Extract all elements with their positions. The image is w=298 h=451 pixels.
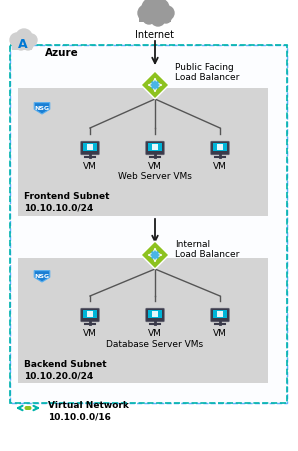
Circle shape (151, 81, 159, 89)
FancyBboxPatch shape (83, 310, 97, 318)
Text: VM: VM (83, 329, 97, 338)
FancyBboxPatch shape (213, 310, 227, 318)
FancyBboxPatch shape (211, 308, 229, 322)
FancyBboxPatch shape (87, 311, 93, 317)
Circle shape (23, 40, 33, 50)
FancyBboxPatch shape (148, 143, 162, 151)
Circle shape (138, 5, 154, 21)
FancyBboxPatch shape (10, 45, 287, 403)
FancyBboxPatch shape (18, 258, 268, 383)
Circle shape (151, 0, 169, 17)
Text: Azure: Azure (45, 48, 79, 58)
Circle shape (142, 0, 162, 18)
Polygon shape (141, 241, 169, 269)
Text: Public Facing
Load Balancer: Public Facing Load Balancer (175, 63, 239, 83)
FancyBboxPatch shape (213, 143, 227, 151)
FancyBboxPatch shape (18, 88, 268, 216)
FancyBboxPatch shape (217, 311, 223, 317)
Text: Frontend Subnet
10.10.10.0/24: Frontend Subnet 10.10.10.0/24 (24, 192, 109, 213)
Text: VM: VM (83, 162, 97, 171)
FancyBboxPatch shape (139, 12, 171, 22)
Circle shape (25, 407, 28, 410)
FancyBboxPatch shape (10, 45, 287, 403)
Circle shape (16, 29, 32, 45)
FancyBboxPatch shape (81, 308, 99, 322)
Circle shape (151, 12, 165, 26)
Polygon shape (141, 71, 169, 99)
Text: Internet: Internet (136, 30, 175, 40)
Text: A: A (18, 37, 28, 51)
Text: Database Server VMs: Database Server VMs (106, 340, 204, 349)
Text: VM: VM (213, 329, 227, 338)
Polygon shape (34, 102, 50, 114)
Circle shape (143, 12, 155, 24)
Text: VM: VM (213, 162, 227, 171)
FancyBboxPatch shape (217, 144, 223, 150)
Circle shape (10, 33, 24, 47)
Circle shape (16, 40, 26, 50)
FancyBboxPatch shape (146, 141, 164, 155)
Text: Virtual Network
10.10.0.0/16: Virtual Network 10.10.0.0/16 (48, 401, 129, 422)
Text: Web Server VMs: Web Server VMs (118, 172, 192, 181)
Text: NSG: NSG (35, 106, 49, 111)
FancyBboxPatch shape (152, 144, 158, 150)
Text: VM: VM (148, 329, 162, 338)
FancyBboxPatch shape (12, 42, 32, 50)
Polygon shape (34, 271, 50, 282)
FancyBboxPatch shape (83, 143, 97, 151)
Circle shape (28, 407, 31, 410)
Text: VM: VM (148, 162, 162, 171)
FancyBboxPatch shape (148, 310, 162, 318)
Circle shape (27, 407, 29, 410)
FancyBboxPatch shape (146, 308, 164, 322)
Circle shape (161, 13, 171, 23)
Text: Internal
Load Balancer: Internal Load Balancer (175, 240, 239, 259)
Circle shape (160, 6, 174, 20)
Circle shape (151, 251, 159, 259)
FancyBboxPatch shape (211, 141, 229, 155)
FancyBboxPatch shape (87, 144, 93, 150)
Circle shape (25, 34, 37, 46)
FancyBboxPatch shape (81, 141, 99, 155)
Text: Backend Subnet
10.10.20.0/24: Backend Subnet 10.10.20.0/24 (24, 360, 107, 381)
FancyBboxPatch shape (152, 311, 158, 317)
Text: NSG: NSG (35, 275, 49, 280)
